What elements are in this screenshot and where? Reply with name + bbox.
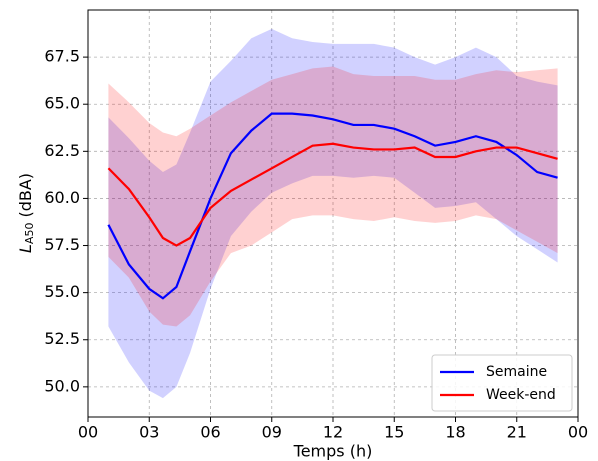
legend-label: Semaine	[486, 364, 547, 380]
legend-box	[431, 354, 573, 412]
y-label-unit: (dBA)	[16, 173, 35, 218]
y-tick-label: 62.5	[44, 141, 80, 160]
y-tick-label: 65.0	[44, 94, 80, 113]
x-tick-label: 09	[262, 423, 282, 442]
y-tick-label: 67.5	[44, 47, 80, 66]
x-tick-label: 00	[78, 423, 98, 442]
y-tick-label: 60.0	[44, 188, 80, 207]
band	[108, 66, 558, 327]
line	[107, 142, 558, 247]
x-tick-label: 18	[445, 423, 465, 442]
ticks: 00 03 06 09 12 15 18 21 00 50.0 52.5 55.0 57.5 60.0 62…	[44, 10, 588, 442]
x-tick-label: 12	[323, 423, 343, 442]
x-tick-label: 06	[200, 423, 220, 442]
x-tick-label: 21	[507, 423, 527, 442]
x-tick-label: 00	[568, 423, 588, 442]
legend-label: Week-end	[486, 387, 556, 403]
x-axis-label: Temps (h)	[293, 442, 373, 461]
y-label-sub: A50	[23, 223, 36, 245]
y-tick-label: 55.0	[44, 282, 80, 301]
y-tick-label: 50.0	[44, 376, 80, 395]
y-tick-label: 57.5	[44, 235, 80, 254]
y-label-main: L	[16, 244, 35, 253]
x-tick-label: 03	[139, 423, 159, 442]
line	[107, 112, 558, 300]
band	[108, 28, 558, 399]
x-tick-label: 15	[384, 423, 404, 442]
plot-frame	[87, 9, 579, 418]
y-axis-label: LA50 (dBA)	[16, 173, 37, 253]
y-tick-label: 52.5	[44, 329, 80, 348]
